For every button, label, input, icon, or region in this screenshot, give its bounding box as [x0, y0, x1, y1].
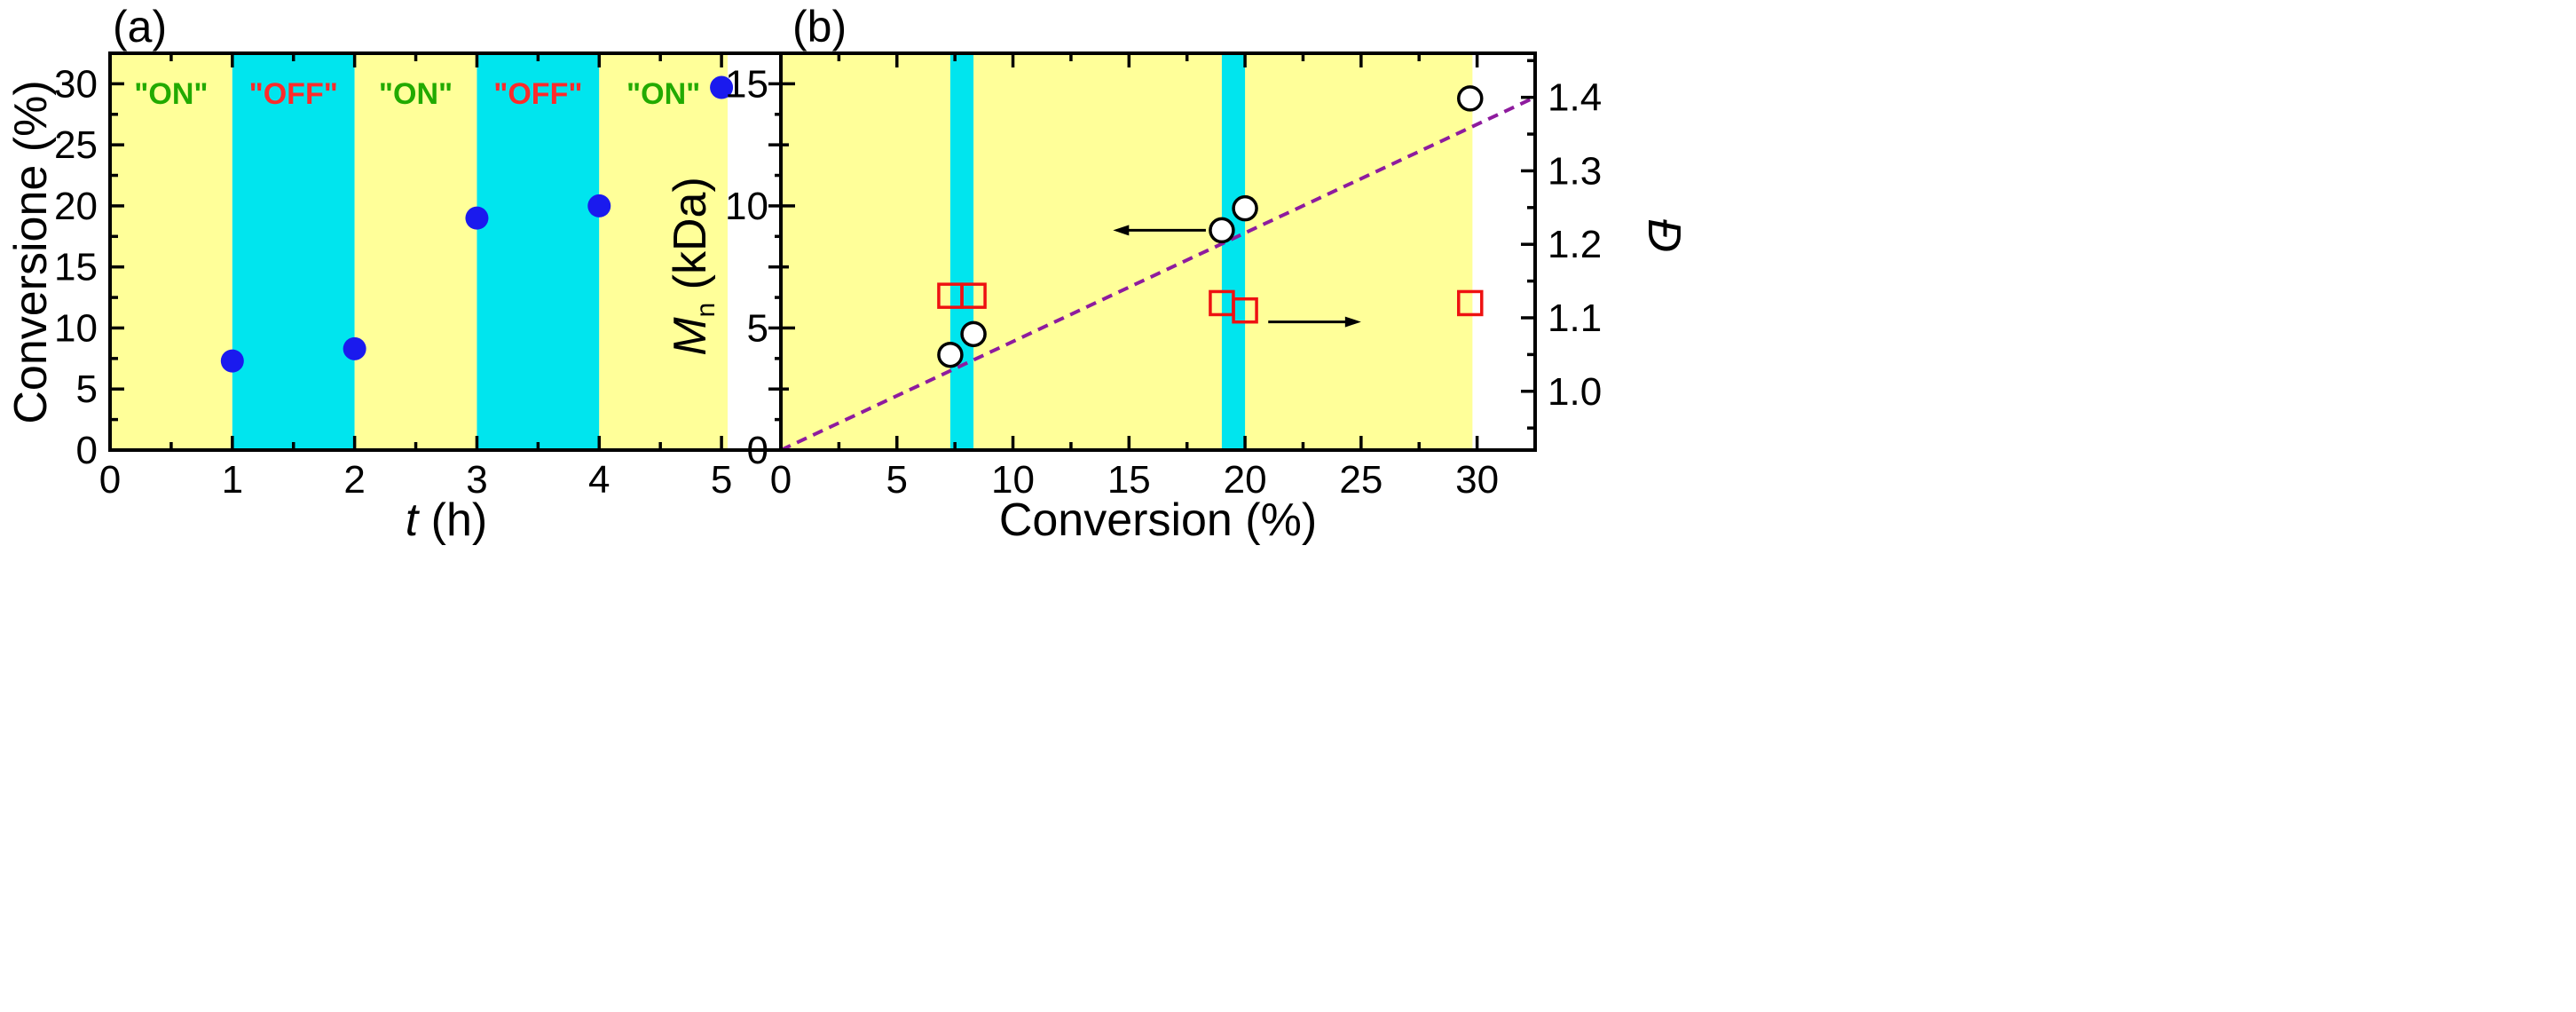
a-x-axis-title-var: t [406, 494, 421, 546]
a-point-4 [710, 75, 734, 99]
b-y2tick-label-4: 1.4 [1548, 76, 1602, 120]
a-xtick-label-3: 3 [466, 458, 487, 502]
b-plot-frame [779, 51, 1537, 452]
a-point-3 [587, 194, 611, 217]
a-ytick-label-5: 25 [54, 123, 98, 167]
b-mn-point-2 [1209, 217, 1235, 244]
a-x-axis-title-unit: (h) [418, 494, 487, 546]
a-ytick-label-1: 5 [76, 368, 98, 411]
b-y2tick-label-2: 1.2 [1548, 223, 1602, 266]
b-xtick-label-5: 25 [1339, 458, 1383, 502]
a-ytick-label-2: 10 [54, 306, 98, 350]
a-ytick-label-3: 15 [54, 246, 98, 289]
b-y-axis-title: Mn (kDa) [665, 177, 721, 356]
a-ytick-label-4: 20 [54, 185, 98, 228]
a-band-label-4: "ON" [626, 77, 700, 111]
a-xtick-label-0: 0 [99, 458, 121, 502]
a-band-labels: "ON" "OFF" "ON" "OFF" "ON" [134, 77, 700, 111]
b-mn-point-1 [960, 320, 987, 348]
a-panel-label: (a) [113, 2, 167, 51]
a-points [220, 75, 734, 373]
a-bands [110, 53, 728, 450]
a-y-ticks: 0 5 10 15 20 25 30 [54, 62, 783, 472]
a-x-ticks: 0 1 2 3 4 5 [99, 53, 732, 502]
a-xtick-label-2: 2 [343, 458, 365, 502]
a-point-1 [343, 336, 366, 360]
b-mn-point-4 [1457, 85, 1484, 112]
b-panel-label: (b) [792, 2, 847, 51]
b-off-band-0 [949, 53, 974, 450]
a-band-label-2: "ON" [379, 77, 453, 111]
b-ytick-label-1: 5 [747, 306, 768, 350]
b-xtick-label-2: 10 [991, 458, 1035, 502]
b-xtick-label-3: 15 [1107, 458, 1151, 502]
b-dispersity-point-1 [960, 282, 987, 309]
a-xtick-label-1: 1 [222, 458, 243, 502]
b-y-axis-title-sub: n [691, 303, 721, 318]
b-mn-point-3 [1232, 194, 1258, 222]
b-y2-ticks: 1.0 1.1 1.2 1.3 1.4 [1521, 59, 1602, 430]
a-ytick-label-0: 0 [76, 429, 98, 472]
b-mn-point-0 [937, 341, 964, 368]
b-y2tick-label-1: 1.1 [1548, 296, 1602, 340]
a-band-4 [599, 53, 728, 450]
b-y-axis-title-var: M [665, 317, 716, 356]
a-xtick-label-4: 4 [588, 458, 610, 502]
a-point-2 [465, 206, 489, 230]
b-xtick-label-4: 20 [1224, 458, 1267, 502]
b-off-band-1 [1221, 53, 1246, 450]
a-band-1 [232, 53, 355, 450]
b-ytick-label-3: 15 [725, 62, 768, 106]
b-y2tick-label-0: 1.0 [1548, 370, 1602, 414]
b-xtick-label-1: 5 [886, 458, 908, 502]
a-xtick-label-5: 5 [711, 458, 732, 502]
a-y-axis-title: Conversione (%) [5, 80, 57, 423]
b-x-ticks: 0 5 10 15 20 25 30 [770, 53, 1499, 502]
b-x-axis-title: Conversion (%) [999, 494, 1317, 546]
a-point-0 [220, 349, 244, 373]
b-xtick-label-0: 0 [770, 458, 792, 502]
b-bands [781, 53, 1473, 450]
a-ytick-label-6: 30 [54, 62, 98, 106]
b-dispersity-point-4 [1457, 289, 1484, 317]
a-x-axis-title: t (h) [406, 494, 487, 546]
a-band-3 [477, 53, 600, 450]
a-band-label-3: "OFF" [493, 77, 582, 111]
b-arrow-head-1 [1344, 316, 1361, 328]
b-ytick-label-2: 10 [725, 185, 768, 228]
b-y2-axis-title: Đ [1638, 218, 1690, 252]
a-band-label-1: "OFF" [249, 77, 338, 111]
b-y-axis-title-unit: (kDa) [665, 177, 716, 303]
b-on-region [781, 53, 1473, 450]
a-band-0 [110, 53, 232, 450]
b-arrow-head-0 [1113, 225, 1130, 236]
b-dispersity-points [937, 282, 1484, 324]
b-xtick-label-6: 30 [1455, 458, 1499, 502]
b-arrows [1113, 225, 1361, 328]
b-trend-line [780, 95, 1536, 452]
b-mn-points [937, 85, 1484, 368]
a-band-label-0: "ON" [134, 77, 208, 111]
b-y-ticks: 0 5 10 15 [725, 62, 795, 472]
b-y2tick-label-3: 1.3 [1548, 149, 1602, 193]
b-ytick-label-0: 0 [747, 429, 768, 472]
b-trend-line-group [780, 95, 1536, 452]
a-band-2 [354, 53, 477, 450]
b-dispersity-point-3 [1232, 296, 1258, 324]
